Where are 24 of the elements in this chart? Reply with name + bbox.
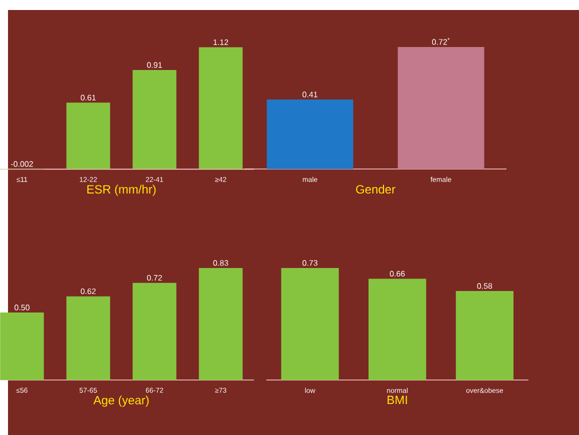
data-label: 0.61	[80, 94, 96, 100]
bar	[66, 296, 110, 380]
data-label: 0.73	[302, 260, 318, 266]
data-label: -0.002	[11, 161, 33, 167]
bar	[198, 268, 243, 380]
x-axis-title: Gender	[356, 184, 396, 194]
data-label: 0.66	[390, 270, 405, 277]
data-label: 0.83	[213, 260, 228, 266]
data-label: 1.12	[214, 39, 228, 46]
bar	[132, 282, 176, 380]
x-axis-title: BMI	[388, 396, 407, 404]
bar	[66, 102, 110, 169]
bar	[132, 70, 176, 169]
data-label: 0.62	[80, 288, 96, 294]
data-label: 0.72$^{*}$	[432, 38, 450, 45]
x-axis-title: Age (year)	[93, 396, 149, 407]
data-label: 0.50	[14, 304, 30, 310]
data-label: 0.58	[477, 283, 492, 289]
data-label: 0.41	[302, 92, 318, 98]
bar	[0, 312, 44, 380]
data-label: 0.91	[147, 62, 162, 68]
data-label: 0.72	[147, 274, 162, 281]
x-axis-title: ESR (mm/hr)	[87, 184, 156, 196]
bar	[198, 47, 243, 169]
